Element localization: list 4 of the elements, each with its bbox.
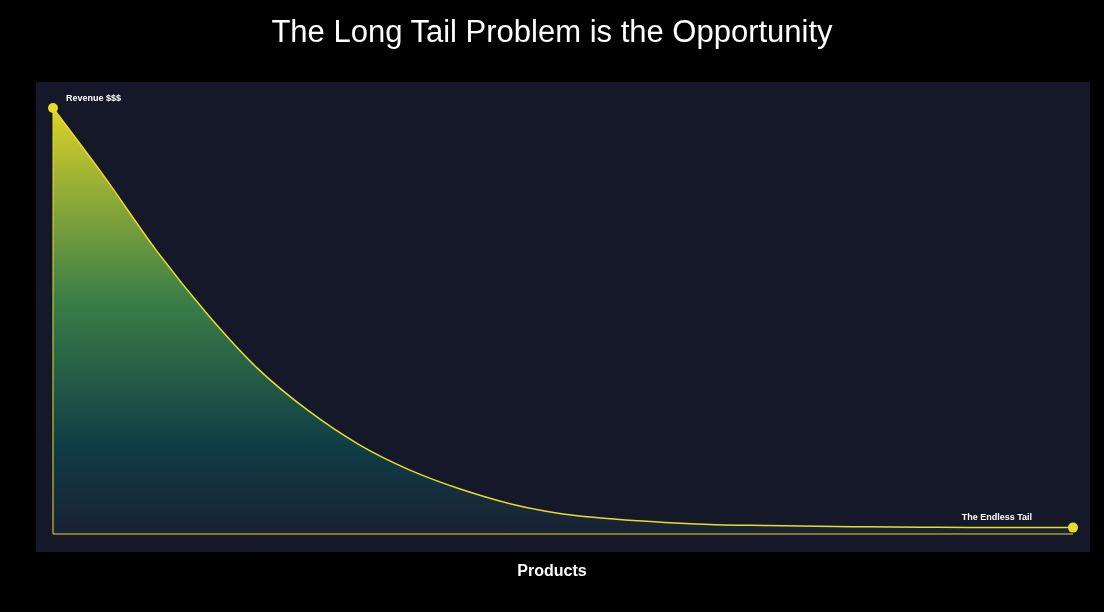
text: Revenue $$$	[66, 93, 122, 103]
annotation: The Endless Tail	[961, 512, 1032, 522]
chart-title: The Long Tail Problem is the Opportunity	[270, 14, 834, 50]
x-axis-title: Products	[516, 562, 588, 580]
